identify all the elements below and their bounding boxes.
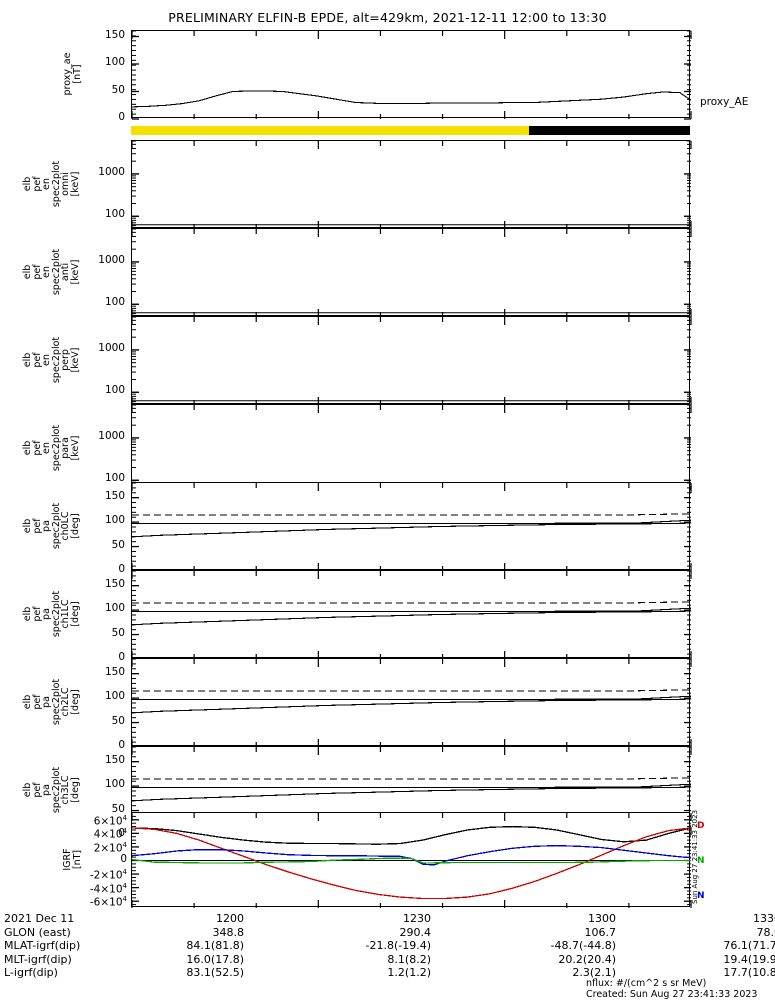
bottom-row-labels: 2021 Dec 11 GLON (east) MLAT-igrf(dip) MLT-… (4, 912, 80, 980)
bottom-cell-l: 1.2(1.2) (387, 966, 431, 980)
ytick-spec2plot-anti-100: 100 (104, 296, 125, 309)
bottom-cell-glon: 290.4 (399, 925, 432, 939)
ytick-igrf-5: -4×104 (89, 881, 127, 896)
bottom-cell-mlat: 84.1(81.8) (186, 939, 244, 953)
right-label-proxy-ae: proxy_AE (700, 96, 749, 108)
panel-spec2plot-para (131, 404, 692, 494)
ytick-pa-spec2plot-ch2lc-0: 0 (118, 739, 125, 751)
igrf-legend-n-1: N (697, 856, 705, 866)
ytick-spec2plot-perp-100: 100 (104, 384, 125, 397)
ytick-igrf-1: 4×104 (93, 827, 127, 841)
ytick-proxy-ae-50: 50 (111, 83, 125, 96)
bottom-cell-l: 17.7(10.8) (723, 966, 775, 980)
ytick-pa-spec2plot-ch2lc-50: 50 (111, 714, 125, 727)
ytick-igrf-3: 0 (120, 852, 127, 865)
bottom-cell-mlt: 16.0(17.8) (186, 952, 244, 966)
bottom-cell-time: 1200 (216, 912, 244, 925)
ytick-spec2plot-para-100: 100 (104, 472, 125, 485)
ytick-spec2plot-perp-1000: 1000 (98, 341, 125, 354)
bottom-row-label: GLON (east) (4, 925, 71, 939)
bottom-cell-l: 83.1(52.5) (186, 966, 244, 980)
bottom-cell-glon: 106.7 (584, 925, 617, 939)
ylabel-igrf: IGRF [nT] (62, 848, 83, 871)
ylabel-spec2plot-anti: elb pef en spec2plot anti [keV] (22, 248, 81, 296)
panel-spec2plot-anti (131, 228, 692, 318)
bottom-cell-mlat: 76.1(71.7) (723, 939, 775, 953)
ylabel-pa-spec2plot-ch1lc: elb pef pa spec2plot ch1LC [deg] (22, 590, 81, 638)
ytick-pa-spec2plot-ch2lc-100: 100 (104, 690, 125, 703)
footer-nflux: nflux: #/(cm^2 s sr MeV) (586, 978, 707, 989)
panel-igrf (131, 812, 692, 908)
igrf-vertical-timestamp: Sun Aug 27 23:41:33 2023 (691, 809, 699, 904)
bottom-cell-time: 1230 (403, 912, 431, 925)
bottom-cell-mlt: 20.2(20.4) (558, 952, 616, 966)
ylabel-pa-spec2plot-ch2lc: elb pef pa spec2plot ch2LC [deg] (22, 678, 81, 726)
bottom-cell-mlat: -21.8(-19.4) (365, 939, 431, 953)
bottom-column-1330: 133078.676.1(71.7)19.4(19.9)17.7(10.8) (616, 912, 775, 980)
ytick-igrf-4: -2×104 (89, 868, 127, 882)
bottom-row-label: 2021 Dec 11 (4, 912, 75, 925)
bottom-cell-l: 2.3(2.1) (572, 966, 616, 980)
panel-proxy-ae (131, 30, 692, 120)
bottom-column-1200: 1200 348.8 84.1(81.8) 16.0(17.8) 83.1(52.5) (79, 912, 244, 980)
panel-pa-spec2plot-ch1lc (131, 570, 692, 660)
bottom-column-1300: 1300 106.7 -48.7(-44.8) 20.2(20.4) 2.3(2.1) (451, 912, 616, 980)
bottom-cell-mlt: 8.1(8.2) (387, 952, 431, 966)
panel-pa-spec2plot-ch2lc (131, 658, 692, 748)
ytick-proxy-ae-100: 100 (104, 56, 125, 68)
ytick-pa-spec2plot-ch0lc-100: 100 (104, 514, 125, 527)
ytick-pa-spec2plot-ch1lc-150: 150 (104, 577, 125, 590)
ylabel-pa-spec2plot-ch0lc: elb pef pa spec2plot ch0LC [deg] (22, 502, 81, 550)
ytick-spec2plot-anti-1000: 1000 (98, 253, 125, 266)
ylabel-spec2plot-para: elb pef en spec2plot para [keV] (22, 424, 81, 472)
bottom-cell-time: 1300 (588, 912, 616, 925)
ytick-proxy-ae-150: 150 (104, 28, 125, 41)
page-title: PRELIMINARY ELFIN-B EPDE, alt=429km, 202… (168, 10, 607, 25)
bottom-column-1230: 1230 290.4 -21.8(-19.4) 8.1(8.2) 1.2(1.2) (266, 912, 431, 980)
footer-created: Created: Sun Aug 27 23:41:33 2023 (586, 989, 758, 1000)
ylabel-spec2plot-omni: elb pef en spec2plot omni [keV] (22, 160, 81, 208)
ytick-spec2plot-omni-1000: 1000 (98, 165, 125, 178)
panel-spec2plot-omni (131, 140, 692, 230)
bottom-cell-glon: 78.6 (756, 925, 775, 939)
panel-spec2plot-perp (131, 316, 692, 406)
ytick-pa-spec2plot-ch0lc-50: 50 (111, 538, 125, 551)
ytick-pa-spec2plot-ch1lc-0: 0 (118, 651, 125, 663)
bottom-row-label: L-igrf(dip) (4, 966, 58, 980)
ytick-pa-spec2plot-ch3lc-150: 150 (104, 753, 125, 766)
ytick-spec2plot-omni-100: 100 (104, 208, 125, 221)
science-zone-bar (131, 126, 690, 135)
panel-pa-spec2plot-ch0lc (131, 482, 692, 572)
ylabel-spec2plot-perp: elb pef en spec2plot perp [keV] (22, 336, 81, 384)
ytick-igrf-2: 2×104 (93, 840, 127, 855)
ytick-pa-spec2plot-ch3lc-50: 50 (111, 802, 125, 815)
ytick-spec2plot-para-1000: 1000 (98, 429, 125, 442)
bottom-cell-time: 1330 (753, 912, 775, 925)
ytick-igrf-6: -6×104 (89, 895, 127, 909)
ytick-pa-spec2plot-ch2lc-150: 150 (104, 665, 125, 678)
bottom-cell-glon: 348.8 (212, 925, 245, 939)
ytick-pa-spec2plot-ch0lc-150: 150 (104, 489, 125, 502)
igrf-legend-n-2: N (697, 891, 705, 901)
ytick-pa-spec2plot-ch0lc-0: 0 (118, 563, 125, 575)
ytick-proxy-ae-0: 0 (118, 111, 125, 123)
ytick-pa-spec2plot-ch1lc-100: 100 (104, 602, 125, 615)
bottom-cell-mlat: -48.7(-44.8) (550, 939, 616, 953)
ytick-pa-spec2plot-ch3lc-100: 100 (104, 778, 125, 791)
bottom-row-label: MLT-igrf(dip) (4, 952, 72, 966)
ytick-pa-spec2plot-ch3lc-0: 0 (118, 827, 125, 839)
bottom-row-label: MLAT-igrf(dip) (4, 939, 81, 953)
bottom-cell-mlt: 19.4(19.9) (723, 952, 775, 966)
ytick-pa-spec2plot-ch1lc-50: 50 (111, 626, 125, 639)
ytick-igrf-0: 6×104 (93, 813, 127, 828)
igrf-legend-d-0: D (697, 821, 705, 831)
ylabel-proxy-ae: proxy_ae [nT] (62, 52, 83, 96)
